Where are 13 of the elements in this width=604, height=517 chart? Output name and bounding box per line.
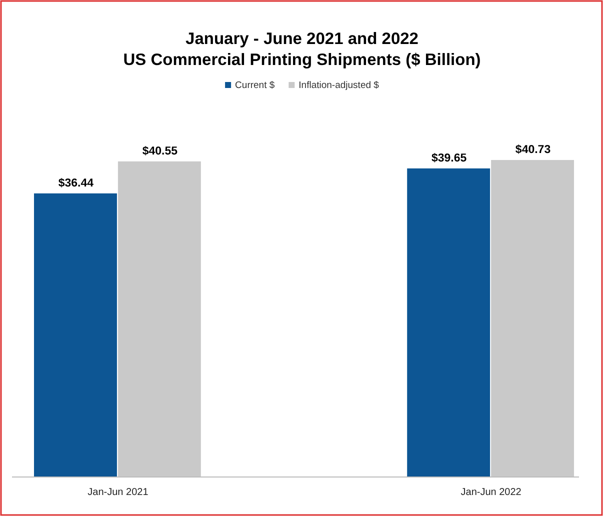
bar xyxy=(118,161,201,477)
x-tick-label: Jan-Jun 2021 xyxy=(88,487,149,498)
data-label: $36.44 xyxy=(58,177,94,190)
bar xyxy=(34,193,117,477)
legend-label: Current $ xyxy=(235,80,276,91)
bar xyxy=(407,168,490,477)
chart-title: January - June 2021 and 2022 US Commercial Printing Shipments ($ Billion) xyxy=(123,30,481,69)
data-label: $40.55 xyxy=(142,145,178,158)
data-label: $40.73 xyxy=(515,144,551,156)
bar xyxy=(491,160,574,477)
legend-label: Inflation-adjusted $ xyxy=(298,80,380,91)
data-label: $39.65 xyxy=(431,152,468,164)
x-tick-label: Jan-Jun 2022 xyxy=(460,487,522,498)
